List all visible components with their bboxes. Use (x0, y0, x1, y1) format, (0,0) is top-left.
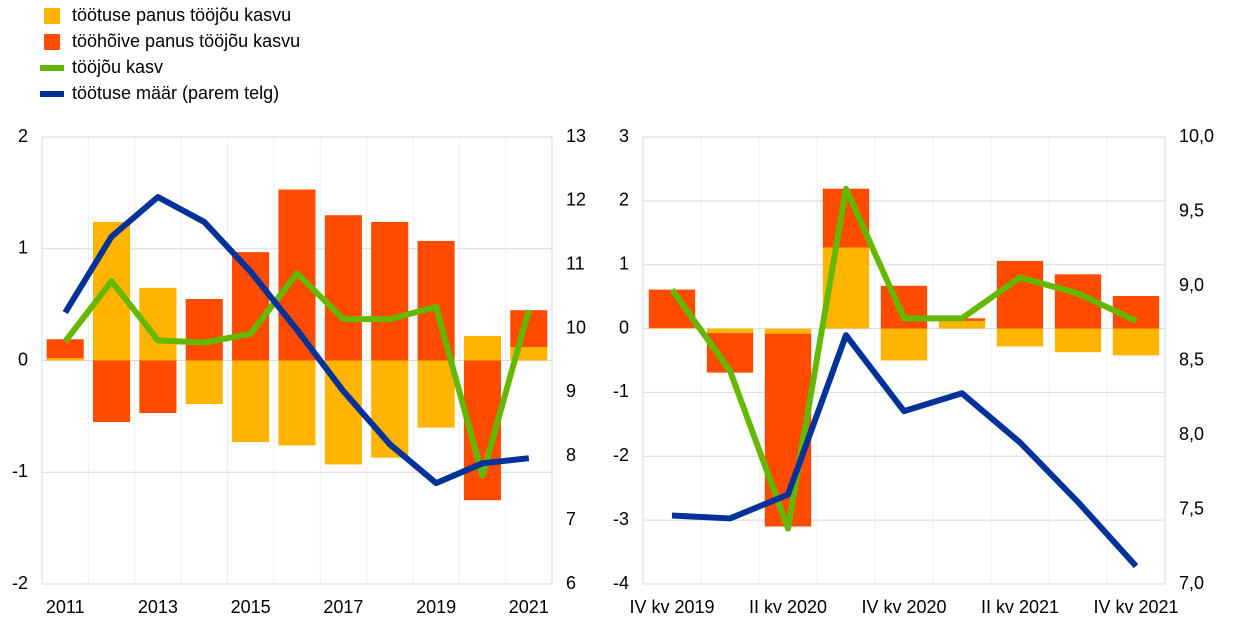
legend-swatch (44, 34, 60, 50)
y-tick-label: -2 (613, 445, 629, 465)
y-tick-label: 1 (619, 253, 629, 273)
bar (996, 328, 1044, 347)
y2-tick-label: 8,0 (1179, 424, 1204, 444)
bar (139, 360, 177, 414)
legend-label: töötuse määr (parem telg) (72, 83, 279, 103)
y2-tick-label: 6 (566, 573, 576, 593)
line (671, 332, 1139, 569)
line (669, 185, 1138, 532)
legend-label: tööjõu kasv (72, 57, 163, 77)
bar (880, 285, 928, 329)
x-tick-label: IV kv 2020 (861, 597, 946, 617)
y2-tick-label: 7 (566, 509, 576, 529)
y2-tick-label: 8,5 (1179, 349, 1204, 369)
y2-tick-label: 9 (566, 381, 576, 401)
x-tick-label: 2021 (509, 597, 549, 617)
x-tick-label: 2017 (323, 597, 363, 617)
y2-tick-label: 13 (566, 126, 586, 146)
y2-tick-label: 10,0 (1179, 126, 1214, 146)
y2-tick-label: 10 (566, 317, 586, 337)
bar (371, 221, 409, 361)
y2-tick-label: 12 (566, 190, 586, 210)
y-tick-label: -2 (12, 573, 28, 593)
bar (232, 360, 270, 443)
y-tick-label: 3 (619, 126, 629, 146)
x-tick-label: 2013 (138, 597, 178, 617)
y2-tick-label: 9,5 (1179, 200, 1204, 220)
legend-swatch (44, 8, 60, 24)
y2-tick-label: 7,5 (1179, 498, 1204, 518)
y-tick-label: 1 (18, 238, 28, 258)
x-tick-label: 2011 (46, 597, 85, 617)
bar (278, 360, 316, 446)
y-tick-label: -3 (613, 509, 629, 529)
line (62, 194, 530, 487)
bar (938, 320, 986, 329)
y2-tick-label: 9,0 (1179, 275, 1204, 295)
bar (1054, 328, 1102, 353)
bar (1112, 328, 1160, 356)
legend-label: tööhõive panus tööjõu kasvu (72, 31, 300, 51)
bar (185, 360, 223, 405)
bar (648, 327, 696, 329)
bar (880, 328, 928, 361)
bar (46, 339, 84, 359)
y-tick-label: -4 (613, 573, 629, 593)
y-tick-label: 2 (619, 190, 629, 210)
y-tick-label: 0 (18, 349, 28, 369)
bar (463, 335, 501, 361)
x-tick-label: 2019 (416, 597, 456, 617)
bar (764, 328, 812, 334)
y-tick-label: -1 (12, 461, 28, 481)
legend-label: töötuse panus tööjõu kasvu (72, 5, 291, 25)
y2-tick-label: 8 (566, 445, 576, 465)
bar (706, 328, 754, 334)
x-tick-label: 2015 (231, 597, 271, 617)
bar (185, 299, 223, 361)
y2-tick-label: 11 (566, 253, 585, 273)
bar (996, 260, 1044, 329)
bar (46, 358, 84, 361)
bar (417, 360, 455, 428)
y-tick-label: 2 (18, 126, 28, 146)
y2-tick-label: 7,0 (1179, 573, 1204, 593)
bar (93, 221, 131, 361)
y-tick-label: -1 (613, 381, 629, 401)
x-tick-label: II kv 2020 (749, 597, 827, 617)
x-tick-label: IV kv 2021 (1093, 597, 1178, 617)
line (62, 270, 532, 479)
x-tick-label: II kv 2021 (981, 597, 1059, 617)
bar (324, 215, 362, 361)
bar (417, 240, 455, 361)
bar (93, 360, 131, 422)
y-tick-label: 0 (619, 317, 629, 337)
x-tick-label: IV kv 2019 (629, 597, 714, 617)
